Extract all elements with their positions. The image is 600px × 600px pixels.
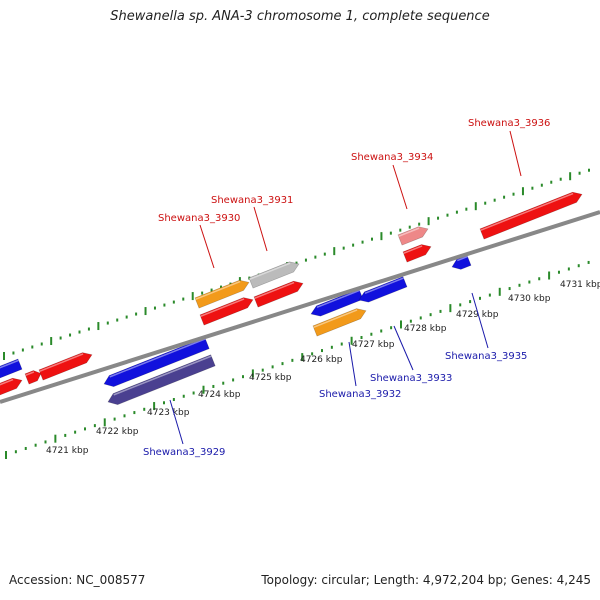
gene-3935-shine: [457, 255, 468, 262]
gene-3929: [107, 354, 216, 405]
gene-red-c-body: [253, 280, 304, 308]
gene-callouts: Shewana3_3936 Shewana3_3934 Shewana3_3931 S…: [143, 118, 550, 458]
callout-line: [471, 292, 489, 349]
gene-label: Shewana3_3930: [158, 213, 240, 224]
bottom-tick-track: [5, 260, 590, 459]
accession-label: Accession: NC_008577: [9, 573, 146, 587]
kbp-scale-labels: 4721 kbp 4722 kbp 4723 kbp 4724 kbp 4725 kbp…: [46, 280, 600, 456]
gene-3932: [312, 308, 367, 337]
gene-label: Shewana3_3934: [351, 152, 433, 163]
gene-left-red: [0, 377, 23, 399]
gene-3930-shine: [195, 280, 241, 300]
callout-line: [348, 341, 357, 387]
gene-small-red: [24, 370, 42, 385]
gene-left-red-shine: [0, 378, 14, 390]
kbp-label: 4724 kbp: [198, 390, 241, 400]
map-title: Shewanella sp. ANA-3 chromosome 1, compl…: [110, 9, 490, 24]
gene-left-blue-body: [0, 358, 23, 379]
gene-left-blue: [0, 358, 23, 379]
gene-3933: [358, 276, 408, 303]
gene-red-d-shine: [403, 245, 423, 254]
gene-left-blue-shine: [0, 359, 19, 371]
gene-3933-shine: [364, 277, 404, 295]
gene-label: Shewana3_3936: [468, 118, 550, 129]
gene-3929-body: [107, 354, 216, 405]
gene-red-d: [402, 244, 432, 263]
kbp-label: 4721 kbp: [46, 446, 89, 456]
callout-line: [169, 399, 184, 445]
gene-label: Shewana3_3932: [319, 389, 401, 400]
gene-3931-shine: [249, 262, 291, 280]
gene-red-a-body: [38, 352, 93, 381]
callout-line: [509, 130, 522, 177]
gene-3932-body: [312, 308, 367, 337]
kbp-label: 4731 kbp: [560, 280, 600, 290]
chromosome-axis: [0, 210, 600, 404]
gene-3931: [248, 261, 300, 289]
gene-label: Shewana3_3931: [211, 195, 293, 206]
callout-line: [199, 224, 215, 269]
chromosome-line: [0, 210, 600, 404]
callout-line: [393, 325, 414, 371]
genome-summary: Topology: circular; Length: 4,972,204 bp…: [261, 573, 591, 587]
kbp-label: 4727 kbp: [352, 340, 395, 350]
gene-red-a-shine: [39, 353, 84, 372]
gene-red-c-shine: [254, 281, 295, 299]
gene-small-red-body: [24, 370, 42, 385]
gene-3930: [194, 279, 250, 309]
callout-line: [392, 164, 408, 210]
gene-blue-b-shine: [316, 289, 360, 309]
gene-red-b: [199, 297, 254, 326]
gene-label: Shewana3_3935: [445, 351, 527, 362]
kbp-label: 4729 kbp: [456, 310, 499, 320]
callout-line: [253, 206, 268, 252]
gene-3931-body: [248, 261, 300, 289]
kbp-label: 4725 kbp: [249, 373, 292, 383]
gene-left-red-body: [0, 377, 23, 399]
kbp-label: 4723 kbp: [147, 408, 190, 418]
gene-3936: [479, 191, 583, 240]
gene-label: Shewana3_3929: [143, 447, 225, 458]
gene-3936-shine: [480, 192, 574, 231]
top-tick-track: [3, 168, 591, 360]
gene-3936-body: [479, 191, 583, 240]
gene-small-red-shine: [25, 371, 35, 376]
kbp-label: 4726 kbp: [300, 355, 343, 365]
kbp-label: 4722 kbp: [96, 427, 139, 437]
kbp-label: 4728 kbp: [404, 324, 447, 334]
gene-3934: [397, 226, 429, 246]
gene-3930-body: [194, 279, 250, 309]
gene-red-d-body: [402, 244, 432, 263]
gene-blue-a-shine: [109, 338, 206, 378]
gene-red-a: [38, 352, 93, 381]
gene-red-b-body: [199, 297, 254, 326]
gene-red-c: [253, 280, 304, 308]
gene-label: Shewana3_3933: [370, 373, 452, 384]
gene-track: [0, 191, 583, 405]
gene-3934-body: [397, 226, 429, 246]
gene-3932-shine: [313, 309, 358, 328]
gene-red-b-shine: [200, 298, 245, 317]
kbp-label: 4730 kbp: [508, 294, 551, 304]
gene-3929-shine: [113, 355, 212, 396]
gene-3933-body: [358, 276, 408, 303]
gene-3934-shine: [398, 227, 420, 237]
